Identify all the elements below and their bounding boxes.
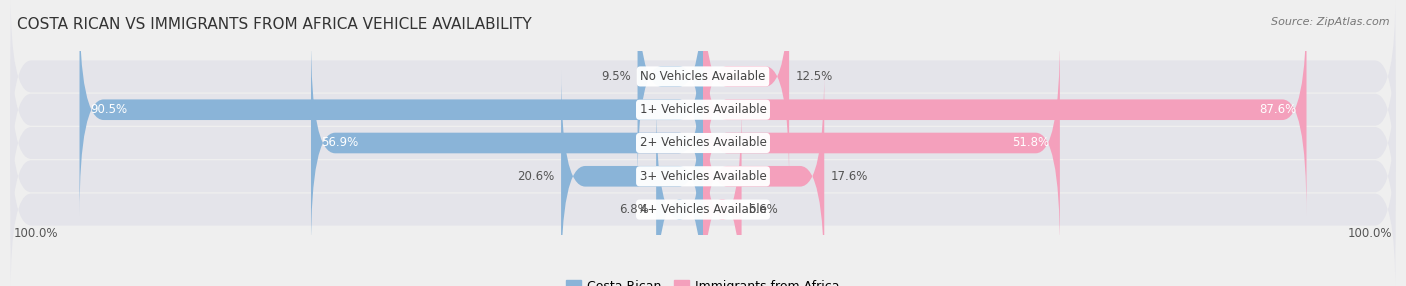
Text: No Vehicles Available: No Vehicles Available <box>640 70 766 83</box>
Text: 100.0%: 100.0% <box>14 227 59 240</box>
Text: 4+ Vehicles Available: 4+ Vehicles Available <box>640 203 766 216</box>
FancyBboxPatch shape <box>11 0 1395 160</box>
Text: 90.5%: 90.5% <box>90 103 127 116</box>
FancyBboxPatch shape <box>11 126 1395 286</box>
Text: 6.8%: 6.8% <box>620 203 650 216</box>
FancyBboxPatch shape <box>703 0 789 182</box>
FancyBboxPatch shape <box>703 3 1306 216</box>
Text: Source: ZipAtlas.com: Source: ZipAtlas.com <box>1271 17 1389 27</box>
Text: 3+ Vehicles Available: 3+ Vehicles Available <box>640 170 766 183</box>
FancyBboxPatch shape <box>11 92 1395 260</box>
FancyBboxPatch shape <box>561 70 703 283</box>
FancyBboxPatch shape <box>311 37 703 249</box>
Text: 2+ Vehicles Available: 2+ Vehicles Available <box>640 136 766 150</box>
Text: 17.6%: 17.6% <box>831 170 869 183</box>
FancyBboxPatch shape <box>80 3 703 216</box>
Text: 9.5%: 9.5% <box>600 70 631 83</box>
Text: 5.6%: 5.6% <box>748 203 778 216</box>
FancyBboxPatch shape <box>657 104 703 286</box>
Legend: Costa Rican, Immigrants from Africa: Costa Rican, Immigrants from Africa <box>561 275 845 286</box>
FancyBboxPatch shape <box>703 104 741 286</box>
Text: 56.9%: 56.9% <box>322 136 359 150</box>
Text: 12.5%: 12.5% <box>796 70 834 83</box>
FancyBboxPatch shape <box>11 26 1395 194</box>
FancyBboxPatch shape <box>637 0 703 182</box>
Text: COSTA RICAN VS IMMIGRANTS FROM AFRICA VEHICLE AVAILABILITY: COSTA RICAN VS IMMIGRANTS FROM AFRICA VE… <box>17 17 531 32</box>
FancyBboxPatch shape <box>703 37 1060 249</box>
FancyBboxPatch shape <box>11 59 1395 227</box>
FancyBboxPatch shape <box>703 70 824 283</box>
Text: 100.0%: 100.0% <box>1347 227 1392 240</box>
Text: 1+ Vehicles Available: 1+ Vehicles Available <box>640 103 766 116</box>
Text: 87.6%: 87.6% <box>1258 103 1296 116</box>
Text: 20.6%: 20.6% <box>517 170 554 183</box>
Text: 51.8%: 51.8% <box>1012 136 1049 150</box>
